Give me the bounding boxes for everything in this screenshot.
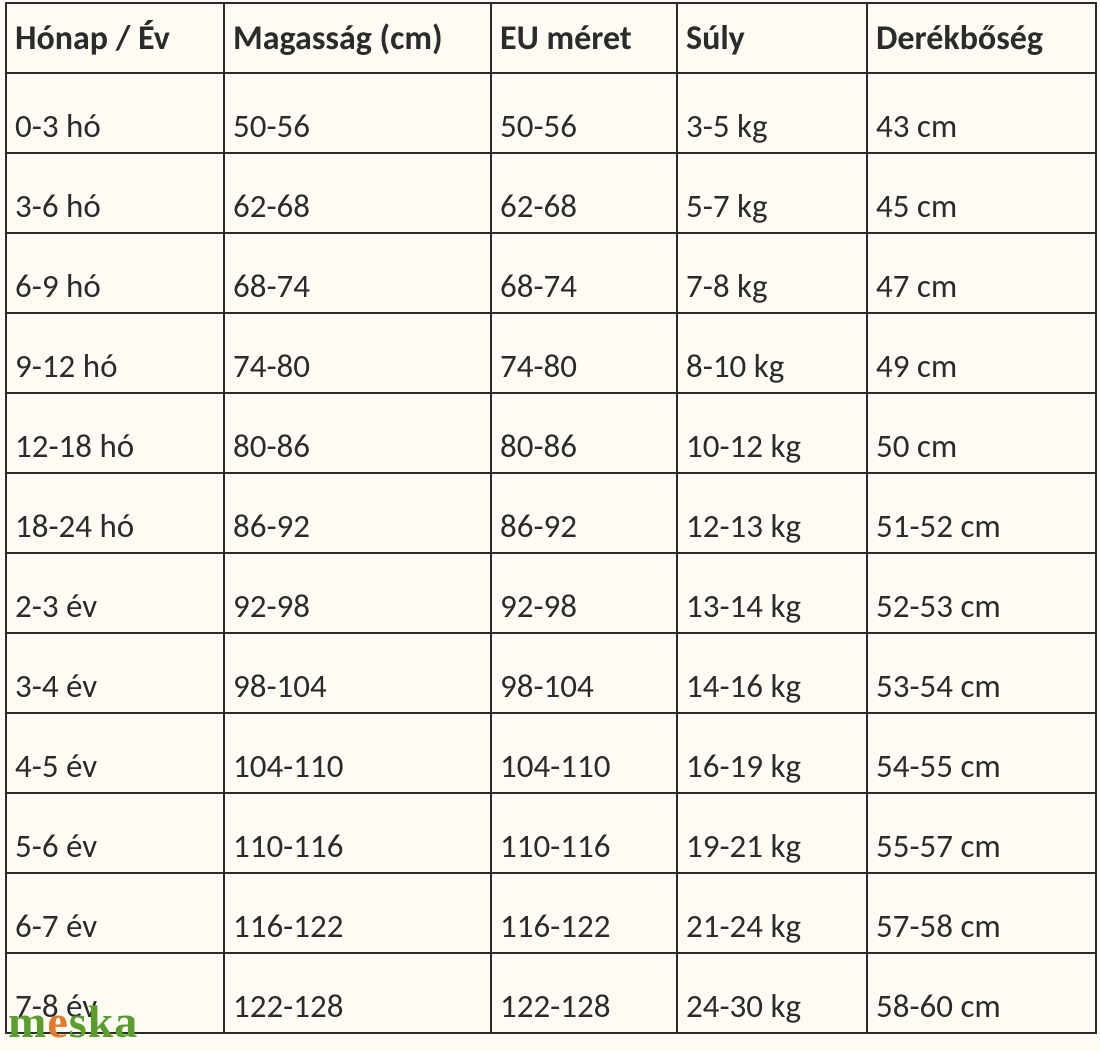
col-header-eusize: EU méret xyxy=(491,3,677,73)
table-row: 6-7 év 116-122 116-122 21-24 kg 57-58 cm xyxy=(6,873,1096,953)
cell-eusize: 80-86 xyxy=(491,393,677,473)
cell-height: 92-98 xyxy=(224,553,491,633)
cell-height: 74-80 xyxy=(224,313,491,393)
cell-age: 6-9 hó xyxy=(6,233,224,313)
cell-weight: 21-24 kg xyxy=(677,873,867,953)
table-row: 3-4 év 98-104 98-104 14-16 kg 53-54 cm xyxy=(6,633,1096,713)
cell-weight: 24-30 kg xyxy=(677,953,867,1033)
cell-height: 104-110 xyxy=(224,713,491,793)
table-row: 18-24 hó 86-92 86-92 12-13 kg 51-52 cm xyxy=(6,473,1096,553)
cell-age: 7-8 év xyxy=(6,953,224,1033)
col-header-height: Magasság (cm) xyxy=(224,3,491,73)
cell-waist: 58-60 cm xyxy=(867,953,1096,1033)
cell-age: 18-24 hó xyxy=(6,473,224,553)
cell-eusize: 122-128 xyxy=(491,953,677,1033)
col-header-weight: Súly xyxy=(677,3,867,73)
cell-weight: 16-19 kg xyxy=(677,713,867,793)
cell-waist: 50 cm xyxy=(867,393,1096,473)
cell-eusize: 98-104 xyxy=(491,633,677,713)
size-chart-table: Hónap / Év Magasság (cm) EU méret Súly D… xyxy=(5,2,1097,1034)
cell-weight: 10-12 kg xyxy=(677,393,867,473)
cell-height: 68-74 xyxy=(224,233,491,313)
col-header-age: Hónap / Év xyxy=(6,3,224,73)
cell-waist: 45 cm xyxy=(867,153,1096,233)
cell-weight: 14-16 kg xyxy=(677,633,867,713)
cell-height: 80-86 xyxy=(224,393,491,473)
cell-eusize: 116-122 xyxy=(491,873,677,953)
cell-weight: 5-7 kg xyxy=(677,153,867,233)
table-row: 9-12 hó 74-80 74-80 8-10 kg 49 cm xyxy=(6,313,1096,393)
cell-weight: 19-21 kg xyxy=(677,793,867,873)
cell-age: 3-6 hó xyxy=(6,153,224,233)
table-row: 5-6 év 110-116 110-116 19-21 kg 55-57 cm xyxy=(6,793,1096,873)
cell-age: 5-6 év xyxy=(6,793,224,873)
table-row: 12-18 hó 80-86 80-86 10-12 kg 50 cm xyxy=(6,393,1096,473)
table-row: 6-9 hó 68-74 68-74 7-8 kg 47 cm xyxy=(6,233,1096,313)
cell-age: 9-12 hó xyxy=(6,313,224,393)
cell-waist: 47 cm xyxy=(867,233,1096,313)
cell-eusize: 74-80 xyxy=(491,313,677,393)
cell-eusize: 104-110 xyxy=(491,713,677,793)
cell-waist: 51-52 cm xyxy=(867,473,1096,553)
table-row: 7-8 év 122-128 122-128 24-30 kg 58-60 cm xyxy=(6,953,1096,1033)
col-header-waist: Derékbőség xyxy=(867,3,1096,73)
cell-waist: 57-58 cm xyxy=(867,873,1096,953)
cell-height: 62-68 xyxy=(224,153,491,233)
table-body: 0-3 hó 50-56 50-56 3-5 kg 43 cm 3-6 hó 6… xyxy=(6,73,1096,1033)
cell-eusize: 110-116 xyxy=(491,793,677,873)
cell-eusize: 50-56 xyxy=(491,73,677,153)
cell-weight: 7-8 kg xyxy=(677,233,867,313)
table-row: 0-3 hó 50-56 50-56 3-5 kg 43 cm xyxy=(6,73,1096,153)
cell-waist: 49 cm xyxy=(867,313,1096,393)
cell-height: 122-128 xyxy=(224,953,491,1033)
cell-age: 2-3 év xyxy=(6,553,224,633)
cell-height: 116-122 xyxy=(224,873,491,953)
cell-weight: 3-5 kg xyxy=(677,73,867,153)
cell-eusize: 62-68 xyxy=(491,153,677,233)
cell-waist: 55-57 cm xyxy=(867,793,1096,873)
cell-age: 12-18 hó xyxy=(6,393,224,473)
table-row: 4-5 év 104-110 104-110 16-19 kg 54-55 cm xyxy=(6,713,1096,793)
table-header-row: Hónap / Év Magasság (cm) EU méret Súly D… xyxy=(6,3,1096,73)
cell-eusize: 68-74 xyxy=(491,233,677,313)
cell-height: 110-116 xyxy=(224,793,491,873)
cell-age: 0-3 hó xyxy=(6,73,224,153)
cell-weight: 8-10 kg xyxy=(677,313,867,393)
cell-waist: 43 cm xyxy=(867,73,1096,153)
cell-weight: 12-13 kg xyxy=(677,473,867,553)
cell-waist: 52-53 cm xyxy=(867,553,1096,633)
cell-height: 86-92 xyxy=(224,473,491,553)
cell-age: 6-7 év xyxy=(6,873,224,953)
cell-waist: 54-55 cm xyxy=(867,713,1096,793)
cell-age: 3-4 év xyxy=(6,633,224,713)
cell-height: 50-56 xyxy=(224,73,491,153)
cell-eusize: 86-92 xyxy=(491,473,677,553)
cell-waist: 53-54 cm xyxy=(867,633,1096,713)
cell-height: 98-104 xyxy=(224,633,491,713)
cell-weight: 13-14 kg xyxy=(677,553,867,633)
table-row: 3-6 hó 62-68 62-68 5-7 kg 45 cm xyxy=(6,153,1096,233)
cell-eusize: 92-98 xyxy=(491,553,677,633)
cell-age: 4-5 év xyxy=(6,713,224,793)
table-row: 2-3 év 92-98 92-98 13-14 kg 52-53 cm xyxy=(6,553,1096,633)
